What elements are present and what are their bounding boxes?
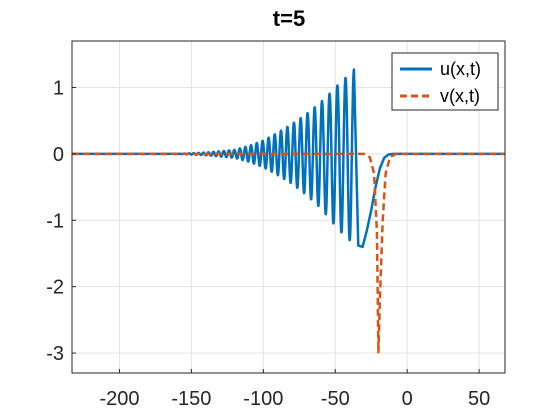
legend-label-v: v(x,t) (440, 86, 480, 106)
x-tick-labels: -200 -150 -100 -50 0 50 (99, 369, 490, 410)
legend-label-u: u(x,t) (440, 59, 481, 79)
legend-box (391, 52, 499, 111)
plot-frame (71, 40, 506, 374)
y-tick-label: 1 (53, 77, 64, 99)
chart-title: t=5 (273, 6, 305, 31)
y-tick-label: -3 (46, 343, 64, 365)
y-tick-label: -2 (46, 277, 64, 299)
x-tick-label: -200 (99, 388, 139, 410)
series-line-v (72, 152, 505, 354)
series-line-u (72, 68, 506, 249)
x-tick-label: -50 (321, 388, 350, 410)
series-layer (72, 68, 506, 354)
x-tick-label: -100 (243, 388, 283, 410)
x-tick-label: 0 (402, 388, 413, 410)
x-tick-label: 50 (468, 388, 490, 410)
x-tick-label: -150 (171, 388, 211, 410)
legend: u(x,t) v(x,t) (391, 52, 499, 111)
y-tick-labels: 1 0 -1 -2 -3 (46, 77, 76, 365)
y-tick-label: -1 (46, 210, 64, 232)
y-tick-label: 0 (53, 144, 64, 166)
